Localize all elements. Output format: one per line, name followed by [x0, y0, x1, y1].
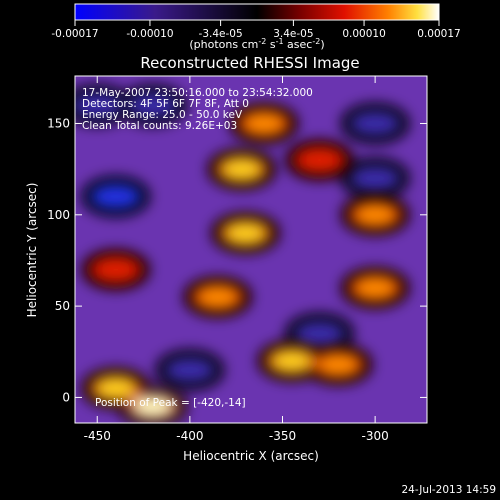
hot-region-core — [318, 354, 359, 375]
y-axis-ticks: 0 50 100 150 — [47, 116, 427, 404]
footer-date: 24-Jul-2013 14:59 — [401, 484, 496, 496]
cold-region — [75, 92, 124, 119]
plot-area — [75, 76, 427, 423]
y-tick-label: 150 — [47, 116, 70, 130]
annotation-total-counts: Clean Total counts: 9.26E+03 — [82, 120, 237, 132]
hot-region-core — [221, 159, 262, 180]
colorbar-tick-label: -0.00010 — [126, 28, 173, 40]
y-tick-label: 50 — [55, 299, 70, 313]
plot-frame — [74, 75, 428, 424]
x-tick-label: -350 — [269, 429, 296, 443]
colorbar-unit-label: (photons cm-2 s-1 asec-2) — [189, 37, 324, 51]
x-tick-label: -450 — [84, 429, 111, 443]
colorbar-gradient — [74, 3, 440, 21]
hot-region-core — [95, 378, 136, 399]
hot-region-core — [95, 259, 136, 280]
annotation-time-range: 17-May-2007 23:50:16.000 to 23:54:32.000 — [82, 87, 313, 99]
annotation-energy-range: Energy Range: 25.0 - 50.0 keV — [82, 109, 243, 121]
cold-region — [89, 183, 142, 210]
colorbar-tick-labels: -0.00017 -0.00010 -3.4e-05 3.4e-05 0.00010 0.… — [51, 28, 460, 40]
observation-annotations: 17-May-2007 23:50:16.000 to 23:54:32.000… — [82, 87, 313, 409]
cold-region — [163, 357, 216, 384]
y-tick-label: 100 — [47, 208, 70, 222]
hot-region-core — [355, 277, 396, 298]
hot-region-core — [271, 350, 312, 371]
hot-region-core — [197, 286, 238, 307]
colorbar-tick-label: -0.00017 — [51, 28, 98, 40]
hot-region-core — [299, 150, 340, 171]
x-tick-label: -300 — [362, 429, 389, 443]
colorbar-ticks — [74, 20, 440, 26]
hot-region-core — [225, 223, 266, 244]
colorbar-tick-label: 0.00010 — [342, 28, 385, 40]
colorbar-tick-label: 3.4e-05 — [273, 28, 313, 40]
annotation-detectors: Detectors: 4F 5F 6F 7F 8F, Att 0 — [82, 98, 249, 110]
cold-region — [349, 165, 402, 192]
cold-region — [126, 92, 179, 119]
annotation-peak-position: Position of Peak = [-420,-14] — [95, 397, 246, 409]
hot-region-core — [243, 113, 284, 134]
chart-title: Reconstructed RHESSI Image — [140, 54, 359, 72]
hot-region-core — [132, 396, 173, 417]
hot-region-core — [355, 204, 396, 225]
y-tick-label: 0 — [62, 390, 70, 404]
cold-region — [349, 110, 402, 137]
negative-flux-regions — [75, 92, 402, 384]
y-axis-label: Heliocentric Y (arcsec) — [25, 183, 39, 318]
x-tick-label: -400 — [176, 429, 203, 443]
cold-region — [293, 320, 346, 347]
colorbar-tick-label: 0.00017 — [417, 28, 460, 40]
positive-flux-regions — [87, 108, 404, 422]
colorbar: -0.00017 -0.00010 -3.4e-05 3.4e-05 0.00010 0.… — [51, 3, 461, 51]
colorbar-tick-label: -3.4e-05 — [199, 28, 243, 40]
x-axis-label: Heliocentric X (arcsec) — [183, 449, 319, 463]
x-axis-ticks: -450 -400 -350 -300 — [84, 76, 389, 443]
